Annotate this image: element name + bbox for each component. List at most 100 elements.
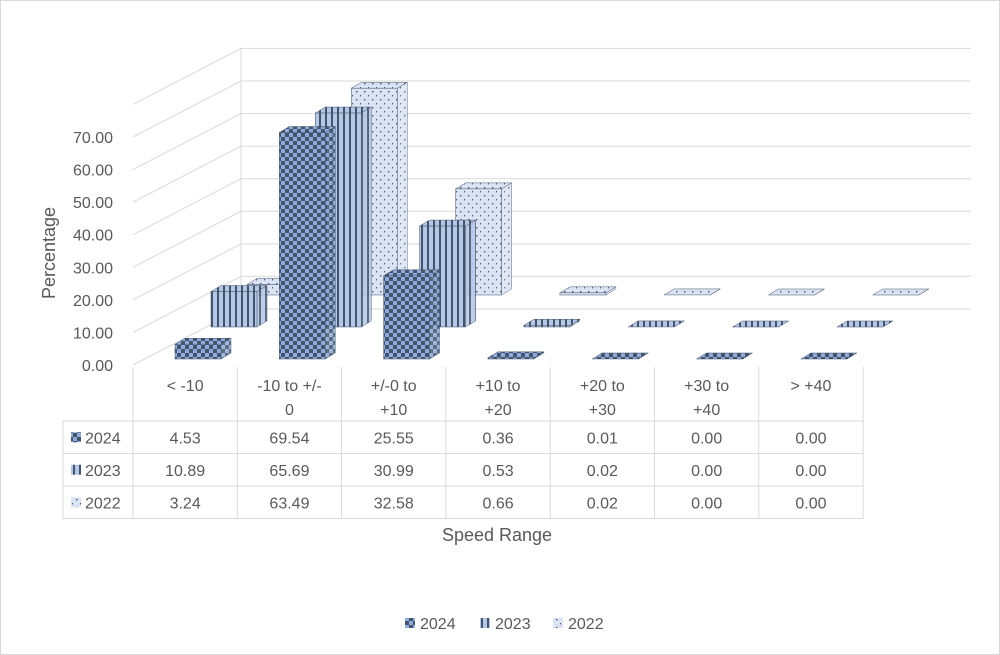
bar-side-face [429,269,440,360]
table-legend-key [71,432,81,443]
y-tick-label: 0.00 [82,358,113,375]
bar-top-face [627,320,686,328]
gridline [132,210,971,268]
x-category-label: < -10 [167,378,204,395]
table-cell: 0.00 [795,463,826,480]
x-category-label: +30 [589,402,616,419]
bar-front-face [559,292,607,296]
table-cell: 4.53 [170,430,201,447]
bar-2022-3 [558,286,617,296]
gridline [132,145,971,203]
x-category-label: 0 [285,402,294,419]
bar-top-face [767,288,826,296]
y-tick-label: 60.00 [73,163,113,180]
table-cell: 32.58 [374,495,414,512]
y-tick-label: 30.00 [73,260,113,277]
bar-side-face [397,81,408,296]
bar-top-face [591,352,650,360]
bar-side-face [501,182,512,296]
table-cell: 0.53 [482,463,513,480]
table-cell: 10.89 [165,463,205,480]
bar-front-face [174,343,222,360]
table-cell: 0.00 [795,430,826,447]
bar-top-face [695,352,754,360]
bar-2023-4 [627,320,686,328]
y-tick-label: 70.00 [73,130,113,147]
table-series-name: 2024 [85,430,121,447]
bar-side-face [361,106,372,328]
table-cell: 3.24 [170,495,201,512]
table-cell: 30.99 [374,463,414,480]
bar-front-face [523,325,571,328]
bar-top-face [278,126,337,133]
x-axis-title: Speed Range [442,525,552,545]
bar-2022-4 [663,288,722,296]
bar-top-face [210,285,268,292]
bar-top-face [382,269,441,277]
bar-top-face [558,286,617,294]
bar-2024-6 [799,352,858,360]
x-category-label: +20 to [580,378,625,395]
bar-2024-0 [174,337,232,360]
table-series-name: 2022 [85,495,121,512]
table-cell: 65.69 [269,463,309,480]
bar-top-face [871,288,930,296]
table-cell: 0.01 [587,430,618,447]
x-category-label: +10 [380,402,407,419]
bar-top-face [418,219,477,227]
bar-2023-5 [731,320,790,328]
table-legend-key [71,464,81,475]
bar-2024-5 [695,352,754,360]
bar-2024-2 [382,269,441,360]
y-tick-label: 40.00 [73,228,113,245]
x-category-label: > +40 [790,378,831,395]
table-cell: 63.49 [269,495,309,512]
x-category-label: +30 to [684,378,729,395]
x-category-label: +20 [484,402,511,419]
bar-front-face [279,132,326,360]
gridline [132,47,971,105]
y-tick-label: 20.00 [73,293,113,310]
bar-2024-3 [486,351,545,360]
table-cell: 0.00 [795,495,826,512]
legend-key [480,618,490,628]
bar-top-face [314,106,373,114]
bar-top-face [835,320,894,328]
bar-front-face [210,291,258,328]
gridline [132,80,971,138]
table-cell: 0.66 [482,495,513,512]
bar-side-face [256,285,268,328]
bar-top-face [174,337,232,345]
y-tick-label: 10.00 [73,325,113,342]
bar-side-face [325,126,336,360]
table-cell: 0.36 [482,430,513,447]
table-cell: 25.55 [374,430,414,447]
bar-top-face [663,288,722,296]
bar-side-face [465,219,476,328]
gridlines [132,47,971,366]
x-category-label: +40 [693,402,720,419]
legend: 2024 2023 2022 [405,616,604,633]
table-legend-key [71,497,81,508]
table-cell: 0.00 [691,495,722,512]
table-cell: 0.02 [587,495,618,512]
bar-front-face [487,357,535,360]
table-cell: 69.54 [269,430,309,447]
bars [174,81,930,360]
bar-2024-4 [591,352,650,360]
table-cell: 0.00 [691,463,722,480]
data-table: < -10 -10 to +/- 0 +/-0 to +10 +10 to +20 +20 t… [62,367,864,519]
table-series-name: 2023 [85,463,121,480]
legend-key [405,618,415,628]
bar-2022-6 [871,288,930,296]
table-cell: 0.02 [587,463,618,480]
legend-label: 2024 [420,616,456,633]
y-axis-tick-labels: 0.00 10.00 20.00 30.00 40.00 50.00 60.00 70.00 [73,130,113,375]
bar-2023-0 [210,285,268,328]
legend-key [553,618,563,628]
bar-front-face [383,275,430,360]
bar-top-face [522,319,581,326]
x-category-label: +/-0 to [371,378,417,395]
